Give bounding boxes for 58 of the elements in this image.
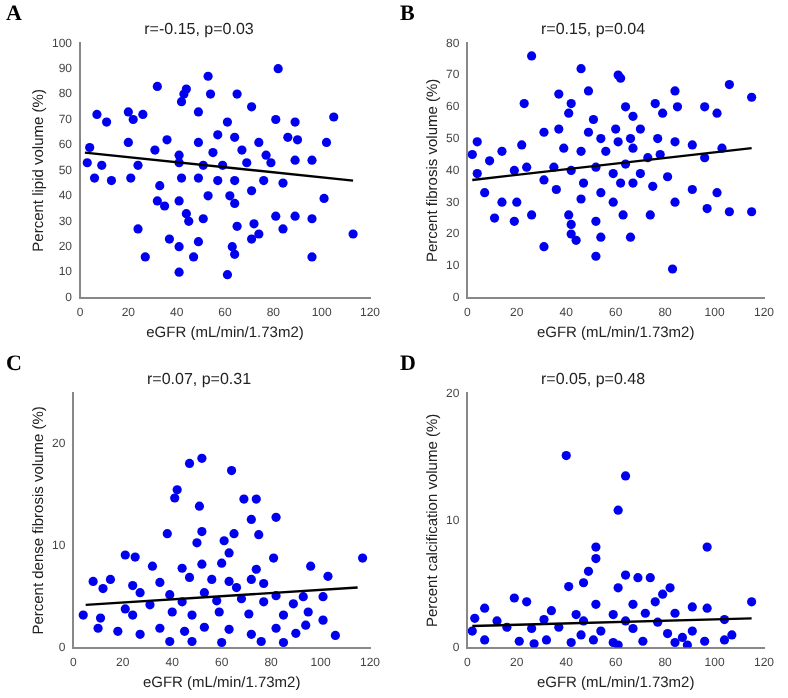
point: [719, 635, 730, 645]
point: [700, 636, 710, 646]
point: [591, 542, 601, 552]
chart-title: r=0.05, p=0.48: [540, 370, 647, 389]
point: [620, 570, 631, 580]
point: [546, 606, 556, 616]
point: [662, 629, 673, 639]
point: [687, 602, 697, 612]
text: A: [6, 2, 22, 26]
point: [702, 542, 712, 552]
point: [578, 578, 589, 588]
point: [541, 635, 552, 645]
point: [564, 581, 574, 592]
point: [645, 573, 655, 583]
point: [470, 613, 480, 623]
point: [628, 599, 638, 609]
point: [613, 505, 623, 515]
text: C: [6, 352, 22, 376]
point: [658, 589, 668, 599]
point: [588, 635, 599, 645]
point: [522, 597, 532, 607]
point: [670, 637, 680, 648]
point: [480, 603, 490, 613]
point: [638, 636, 648, 646]
point: [561, 450, 571, 461]
point: [566, 637, 576, 648]
chart-title: r=-0.15, p=0.03: [144, 20, 255, 39]
chart-title: r=0.15, p=0.04: [540, 20, 647, 39]
point: [596, 626, 606, 636]
point: [620, 471, 631, 481]
point: [665, 583, 675, 593]
point: [747, 597, 757, 607]
chart-title: r=0.07, p=0.31: [146, 370, 253, 389]
point: [591, 553, 601, 564]
point: [702, 603, 712, 613]
point: [480, 635, 490, 645]
point: [640, 608, 650, 618]
point: [509, 593, 519, 603]
point: [529, 639, 539, 648]
point: [727, 630, 737, 640]
point: [591, 599, 601, 609]
point: [613, 583, 623, 593]
point: [467, 626, 477, 636]
point: [583, 566, 594, 576]
point: [633, 573, 643, 583]
point: [682, 640, 692, 648]
point: [628, 623, 638, 634]
point: [608, 609, 618, 620]
point: [613, 640, 623, 648]
point: [576, 630, 586, 640]
text: D: [400, 352, 416, 376]
point: [571, 609, 581, 620]
point: [650, 597, 660, 607]
point: [687, 626, 697, 636]
point: [677, 632, 688, 643]
text: B: [400, 2, 415, 26]
point: [514, 636, 524, 646]
point: [670, 608, 680, 618]
